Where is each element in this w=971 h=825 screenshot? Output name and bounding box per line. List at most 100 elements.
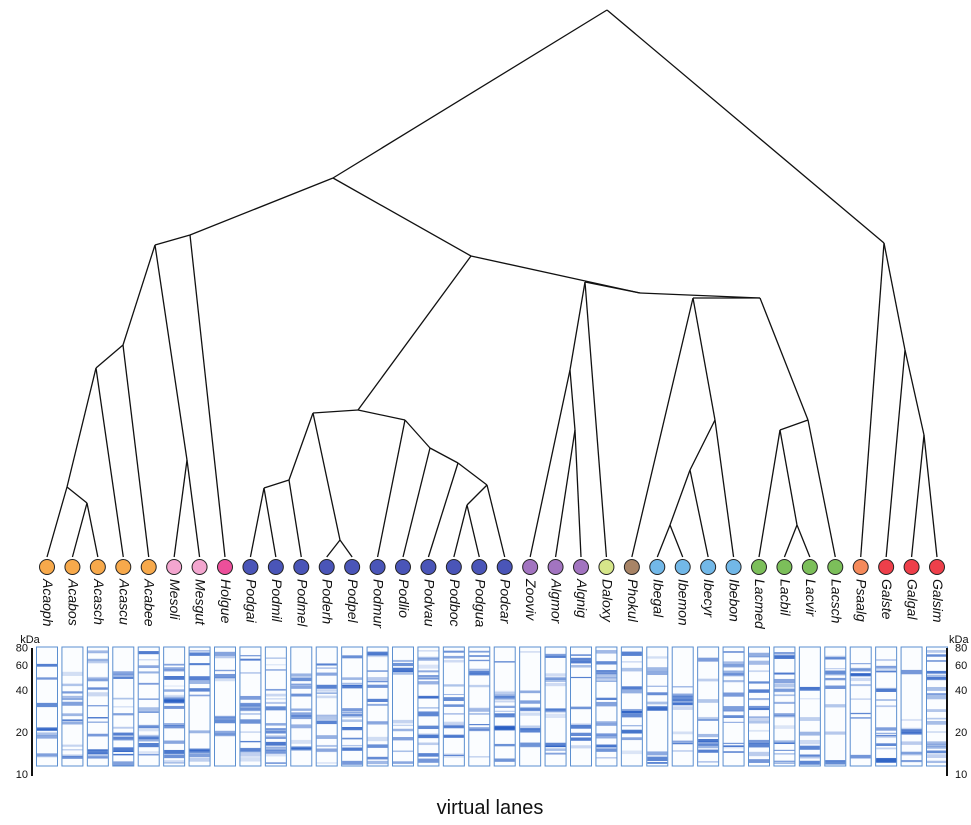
- lane-band: [88, 659, 108, 663]
- lane-band: [418, 670, 438, 672]
- lane-band: [444, 753, 464, 757]
- leaf-label: Acabee: [142, 578, 158, 627]
- tree-branch: [530, 370, 570, 557]
- lane-band: [444, 651, 464, 653]
- lane-band: [774, 713, 794, 716]
- lane-band: [774, 762, 794, 764]
- leaf-marker: [268, 560, 283, 575]
- lane-band: [622, 725, 642, 726]
- lane-band: [825, 731, 845, 734]
- lane-bg: [596, 647, 617, 766]
- lane-band: [37, 735, 57, 739]
- lane-band: [749, 656, 769, 657]
- lane-band: [571, 737, 591, 740]
- lane-band: [291, 712, 311, 716]
- lane-band: [342, 738, 362, 740]
- lane-band: [851, 673, 871, 676]
- lane-band: [139, 651, 159, 654]
- lane-band: [927, 741, 947, 745]
- lane-band: [774, 761, 794, 762]
- lane-band: [596, 702, 616, 706]
- tree-branch: [123, 245, 155, 345]
- lane-band: [927, 754, 947, 758]
- tree-branch: [67, 368, 96, 487]
- lane-band: [317, 696, 337, 699]
- lane-band: [37, 732, 57, 735]
- leaf-label: Lacmed: [752, 579, 768, 630]
- leaf-marker: [218, 560, 233, 575]
- leaf-label: Podmur: [371, 579, 387, 629]
- lane-band: [266, 762, 286, 764]
- lane-band: [571, 707, 591, 710]
- virtual-lane: [571, 647, 592, 766]
- lane-band: [673, 696, 693, 699]
- axis-tick-label: 20: [16, 727, 28, 739]
- lane-band: [622, 751, 642, 755]
- lane-band: [774, 653, 794, 656]
- tree-branch: [264, 488, 276, 557]
- lane-band: [164, 762, 184, 763]
- lane-band: [88, 753, 108, 757]
- lane-band: [164, 700, 184, 703]
- lane-band: [724, 692, 744, 696]
- lane-band: [240, 708, 260, 711]
- lane-band: [240, 719, 260, 723]
- lane-band: [139, 743, 159, 747]
- lane-band: [495, 758, 515, 761]
- virtual-lane: [342, 647, 363, 766]
- lane-band: [190, 753, 210, 757]
- tree-branch: [715, 420, 734, 557]
- lane-band: [88, 705, 108, 706]
- virtual-lane: [876, 647, 897, 766]
- lane-band: [647, 686, 667, 687]
- lane-band: [469, 727, 489, 730]
- virtual-lane: [621, 647, 642, 766]
- lane-band: [317, 689, 337, 691]
- lane-band: [444, 713, 464, 714]
- tree-branch: [924, 435, 937, 557]
- tree-branch: [430, 448, 458, 463]
- lane-band: [546, 711, 566, 712]
- lane-band: [546, 656, 566, 658]
- virtual-lane: [138, 647, 159, 766]
- virtual-lane: [850, 647, 871, 766]
- lane-band: [800, 761, 820, 765]
- tree-branch: [403, 448, 430, 557]
- lane-band: [215, 655, 235, 658]
- virtual-lane: [367, 647, 388, 766]
- lane-band: [927, 660, 947, 662]
- leaf-label: Ibemon: [676, 579, 692, 626]
- lane-band: [495, 661, 515, 662]
- leaf-marker: [90, 560, 105, 575]
- lane-band: [113, 754, 133, 755]
- tree-branch: [123, 345, 149, 557]
- tree-branch: [190, 178, 333, 235]
- tree-branch: [585, 282, 640, 293]
- lane-band: [724, 673, 744, 676]
- leaf-marker: [930, 560, 945, 575]
- lane-band: [851, 713, 871, 714]
- lane-band: [673, 731, 693, 734]
- leaf-marker: [319, 560, 334, 575]
- tree-branch: [358, 410, 405, 420]
- lane-band: [444, 684, 464, 686]
- leaf-marker: [446, 560, 461, 575]
- leaf-label: Lacsch: [828, 579, 844, 624]
- lane-band: [113, 727, 133, 729]
- leaf-marker: [752, 560, 767, 575]
- virtual-lane: [647, 647, 668, 766]
- lane-band: [495, 726, 515, 728]
- leaf-marker: [65, 560, 80, 575]
- lane-band: [749, 681, 769, 683]
- lane-band: [368, 737, 388, 741]
- lane-band: [418, 650, 438, 651]
- lane-band: [825, 656, 845, 660]
- lane-band: [266, 730, 286, 733]
- lane-band: [698, 761, 718, 763]
- virtual-lane: [825, 647, 846, 766]
- lane-band: [749, 740, 769, 744]
- lane-band: [317, 692, 337, 693]
- lane-band: [37, 703, 57, 707]
- lane-band: [266, 742, 286, 746]
- lane-band: [698, 741, 718, 745]
